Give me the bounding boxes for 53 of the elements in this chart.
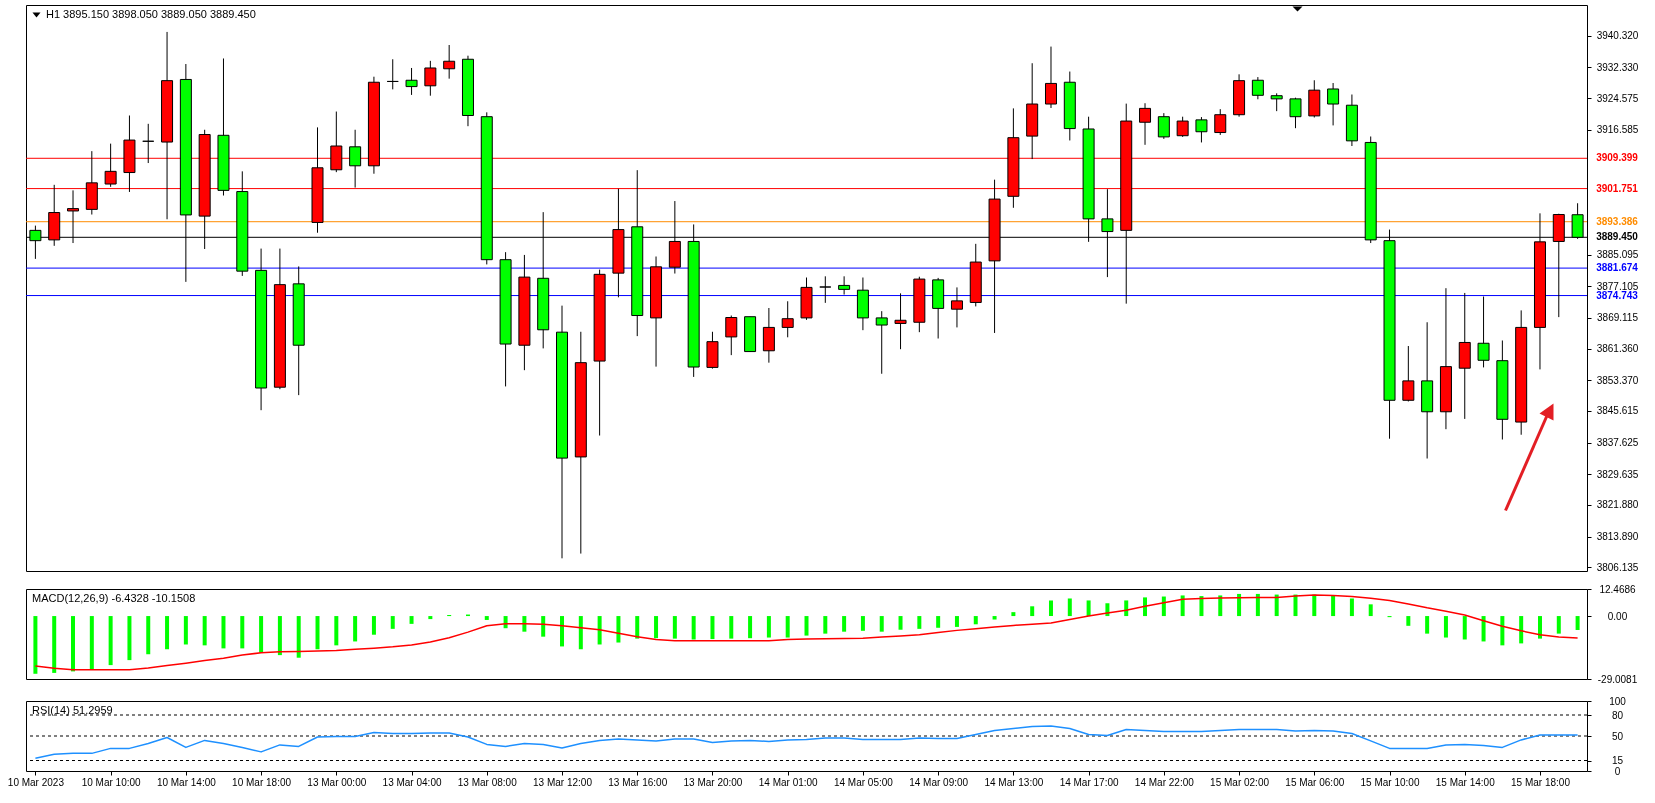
y-tick-label: 3837.625 [1596,437,1639,449]
chart-title: RSI(14) 51.2959 [32,704,113,716]
x-tick-label: 15 Mar 14:00 [1435,776,1496,788]
y-tick-label: 3806.135 [1596,561,1639,573]
y-tick-label: 3869.115 [1597,312,1639,324]
y-tick-label: -29.0081 [1597,673,1638,685]
y-tick-label: 3877.105 [1596,280,1639,292]
x-tick-label: 14 Mar 09:00 [909,776,969,788]
x-tick-label: 15 Mar 02:00 [1210,776,1270,788]
ref-line-label: 3909.399 [1596,152,1639,164]
y-tick-label: 3813.890 [1596,531,1639,543]
x-tick-label: 13 Mar 20:00 [683,776,743,788]
ref-line-label: 3874.743 [1596,289,1639,301]
x-tick-label: 13 Mar 08:00 [457,776,518,788]
y-tick-label: 3861.360 [1596,343,1639,355]
ref-line-label: 3889.450 [1596,231,1639,243]
x-tick-label: 10 Mar 18:00 [232,776,292,788]
chart-title: H1 3895.150 3898.050 3889.050 3889.450 [46,8,256,20]
x-tick-label: 13 Mar 04:00 [382,776,442,788]
y-tick-label: 3916.585 [1596,124,1639,136]
x-tick-label: 13 Mar 12:00 [533,776,593,788]
ref-line-label: 3901.751 [1596,182,1639,194]
y-tick-label: 0 [1614,765,1621,777]
y-tick-label: 100 [1609,695,1627,707]
y-tick-label: 12.4686 [1599,583,1637,595]
y-tick-label: 3853.370 [1596,374,1639,386]
y-tick-label: 80 [1611,709,1624,721]
ref-line-label: 3893.386 [1596,215,1639,227]
x-tick-label: 14 Mar 01:00 [758,776,819,788]
y-tick-label: 3829.635 [1596,468,1639,480]
y-tick-label: 3940.320 [1596,30,1639,42]
x-tick-label: 10 Mar 14:00 [156,776,217,788]
x-tick-label: 15 Mar 06:00 [1285,776,1345,788]
y-tick-label: 15 [1611,755,1624,766]
x-tick-label: 14 Mar 13:00 [984,776,1044,788]
x-tick-label: 14 Mar 05:00 [833,776,894,788]
x-tick-label: 15 Mar 18:00 [1511,776,1571,788]
y-tick-label: 3821.880 [1596,499,1639,511]
x-tick-label: 14 Mar 22:00 [1134,776,1195,788]
ref-line-label: 3881.674 [1596,262,1639,274]
y-tick-label: 0.00 [1607,610,1628,622]
y-tick-label: 3932.330 [1596,61,1639,73]
x-tick-label: 14 Mar 17:00 [1059,776,1119,788]
x-tick-label: 10 Mar 2023 [7,776,65,788]
y-tick-label: 50 [1611,730,1624,742]
y-tick-label: 3924.575 [1596,92,1639,104]
x-tick-label: 10 Mar 10:00 [81,776,142,788]
y-tick-label: 3885.095 [1596,249,1639,261]
y-tick-label: 3845.615 [1596,405,1639,417]
chart-title: MACD(12,26,9) -6.4328 -10.1508 [32,592,196,604]
x-tick-label: 13 Mar 16:00 [608,776,668,788]
x-tick-label: 15 Mar 10:00 [1360,776,1420,788]
x-tick-label: 13 Mar 00:00 [307,776,367,788]
